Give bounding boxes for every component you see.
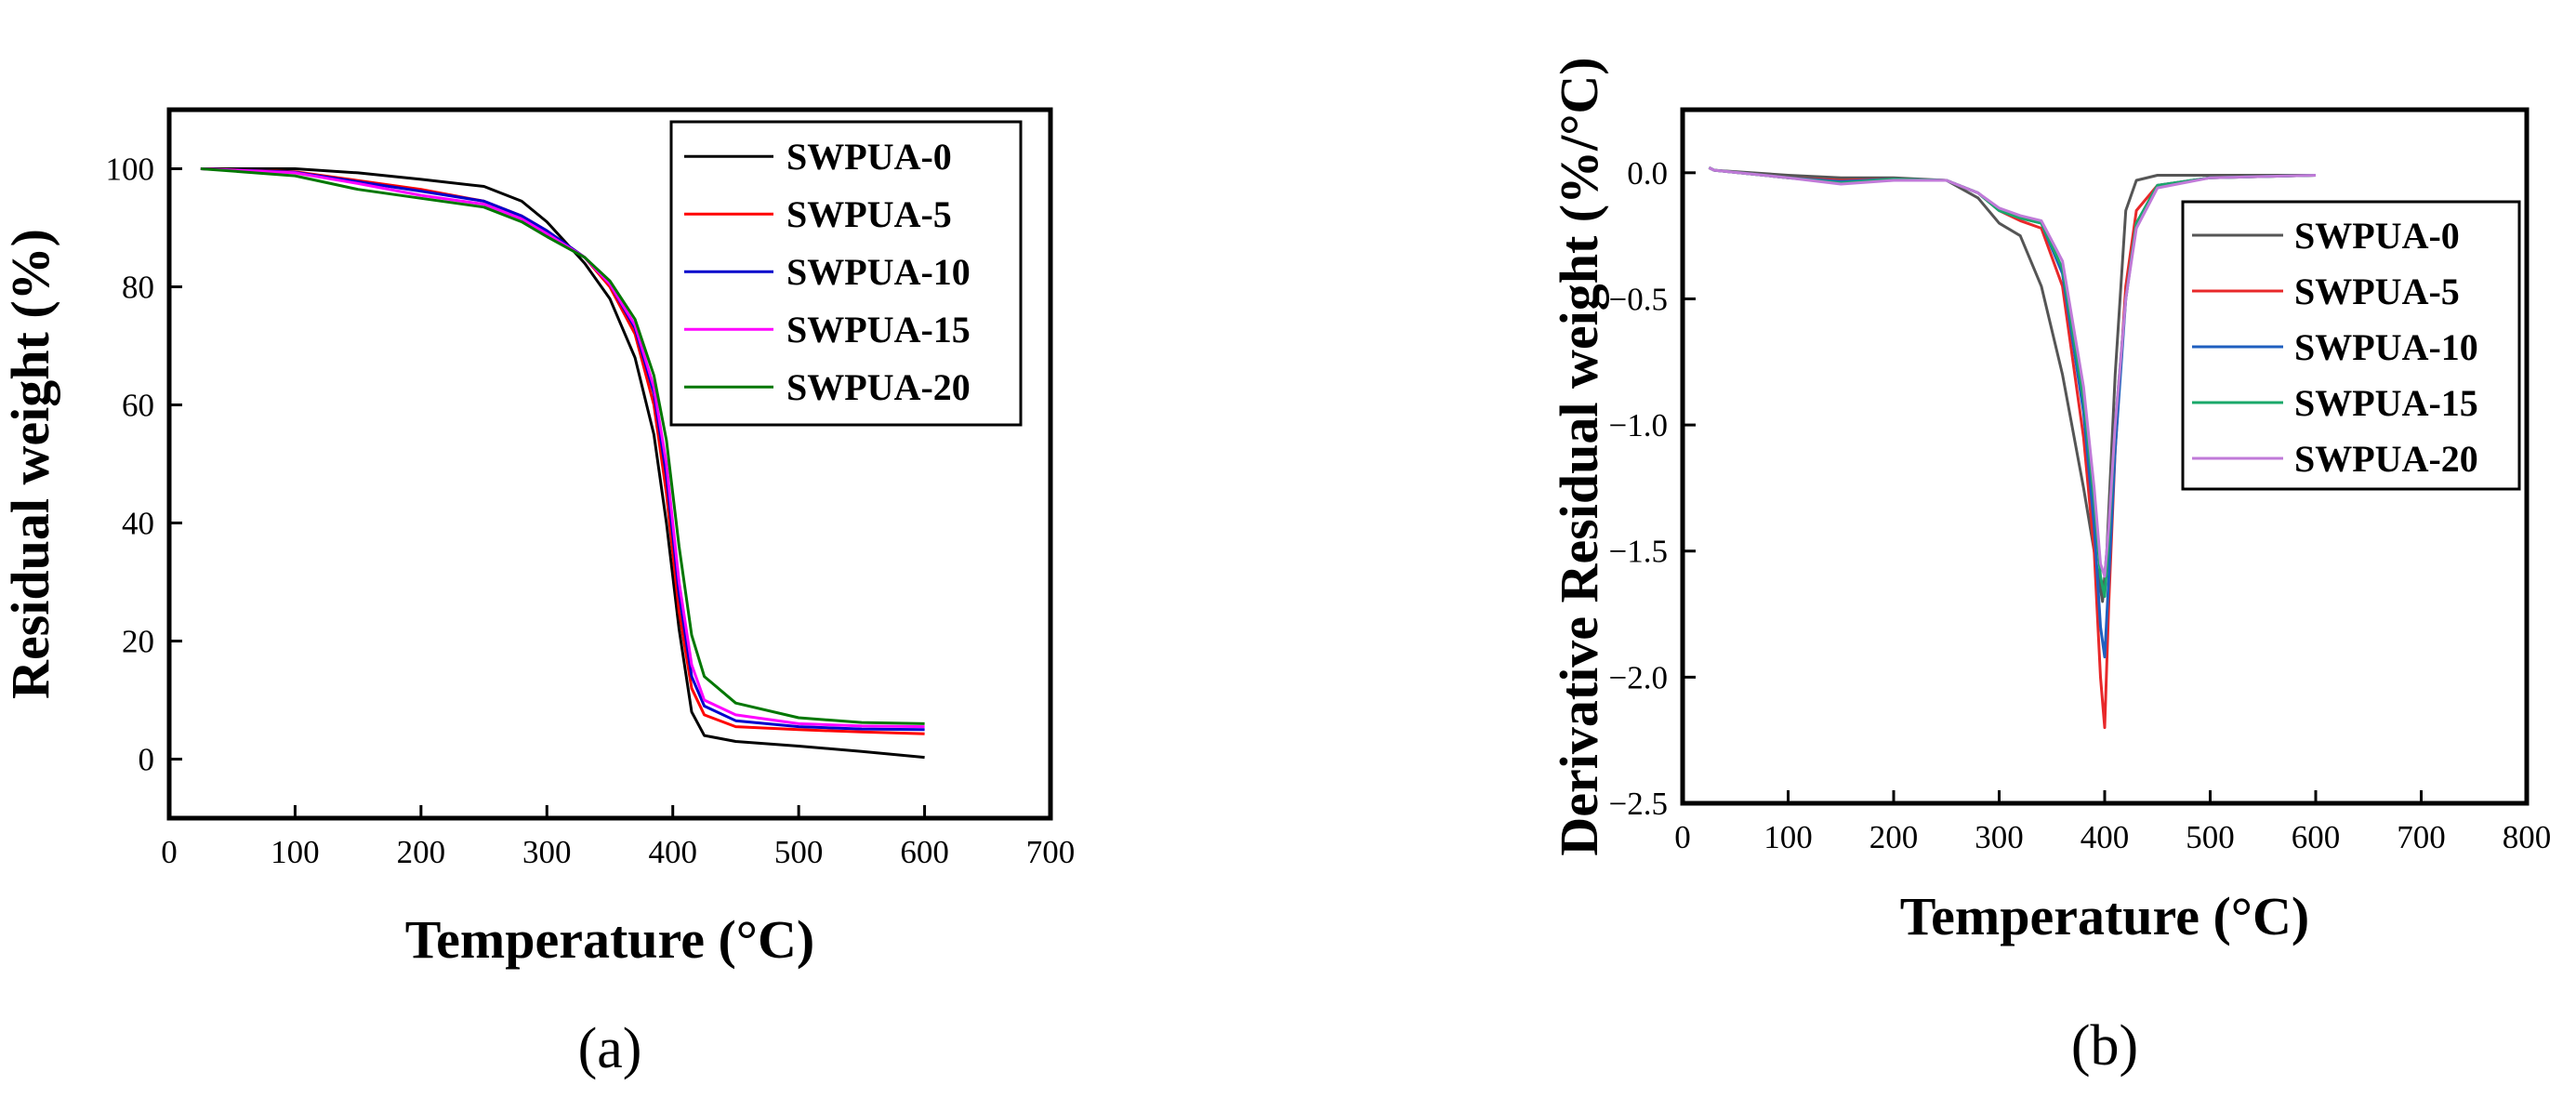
x-axis-title: Temperature (°C) [1900, 886, 2309, 946]
series-line-swpua-20 [200, 167, 925, 725]
legend-box [669, 120, 1023, 427]
x-tick-label: 200 [1869, 819, 1919, 855]
legend-label: SWPUA-0 [2294, 215, 2460, 257]
y-tick-label: 40 [122, 506, 154, 542]
series-line-swpua-15 [200, 167, 925, 729]
panel-a: 0 100 200 300 400 500 600 700 0 20 40 60 80 100 Temper… [0, 107, 1076, 1080]
legend-label: SWPUA-0 [786, 136, 952, 178]
x-tick-label: 300 [1975, 819, 2024, 855]
x-axis-title: Temperature (°C) [405, 909, 814, 970]
x-tick-label: 100 [1764, 819, 1813, 855]
y-tick-label: −2.5 [1609, 786, 1669, 822]
x-tick-label: 200 [397, 834, 446, 870]
y-tick-label: 20 [122, 624, 154, 660]
legend-label: SWPUA-5 [2294, 271, 2460, 312]
panel-label: (b) [2071, 1014, 2138, 1078]
y-tick-label: 80 [122, 270, 154, 306]
y-tick-label: −1.5 [1609, 534, 1669, 570]
series-line-swpua-20 [1708, 166, 2317, 578]
plot-frame [166, 107, 1053, 821]
x-tick-label: 0 [161, 834, 178, 870]
y-tick-label: −0.5 [1609, 281, 1669, 317]
x-tick-label: 500 [2186, 819, 2235, 855]
legend-label: SWPUA-20 [2294, 438, 2478, 480]
x-tick-label: 0 [1674, 819, 1691, 855]
x-tick-label: 100 [271, 834, 320, 870]
y-tick-label: 60 [122, 388, 154, 424]
y-tick-label: −2.0 [1609, 659, 1669, 695]
x-tick-label: 600 [900, 834, 949, 870]
x-tick-label: 700 [1026, 834, 1076, 870]
y-tick-label: 0 [139, 742, 155, 778]
x-tick-label: 500 [774, 834, 824, 870]
panel-label: (a) [578, 1017, 642, 1080]
series-line-swpua-5 [200, 167, 925, 735]
legend-label: SWPUA-5 [786, 193, 952, 235]
series-line-swpua-0 [200, 167, 925, 760]
y-axis-title: Residual weight (%) [0, 229, 60, 699]
x-tick-label: 700 [2397, 819, 2446, 855]
legend-label: SWPUA-10 [786, 251, 971, 293]
y-axis-title: Derivative Residual weight (%/°C) [1549, 57, 1609, 855]
x-tick-label: 800 [2503, 819, 2552, 855]
panel-b: 0 100 200 300 400 500 600 700 800 0.0 −0.5 −1.0 −1.5… [1549, 57, 2551, 1078]
legend-label: SWPUA-20 [786, 366, 971, 408]
y-tick-label: −1.0 [1609, 407, 1669, 443]
y-tick-label: 100 [106, 152, 155, 188]
series-line-swpua-0 [1708, 166, 2316, 603]
x-tick-label: 400 [2081, 819, 2130, 855]
x-tick-label: 600 [2292, 819, 2341, 855]
x-tick-label: 300 [522, 834, 572, 870]
legend-label: SWPUA-15 [2294, 382, 2478, 424]
x-tick-label: 400 [648, 834, 697, 870]
y-tick-label: 0.0 [1627, 155, 1668, 192]
legend-label: SWPUA-10 [2294, 326, 2478, 368]
legend-label: SWPUA-15 [786, 309, 971, 351]
